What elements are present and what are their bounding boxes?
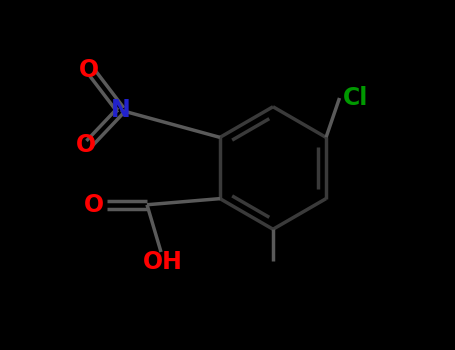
Text: O: O <box>76 133 96 157</box>
Text: O: O <box>84 193 104 217</box>
Text: Cl: Cl <box>343 86 369 110</box>
Text: N: N <box>111 98 131 122</box>
Text: OH: OH <box>143 250 183 274</box>
Text: O: O <box>79 58 99 82</box>
